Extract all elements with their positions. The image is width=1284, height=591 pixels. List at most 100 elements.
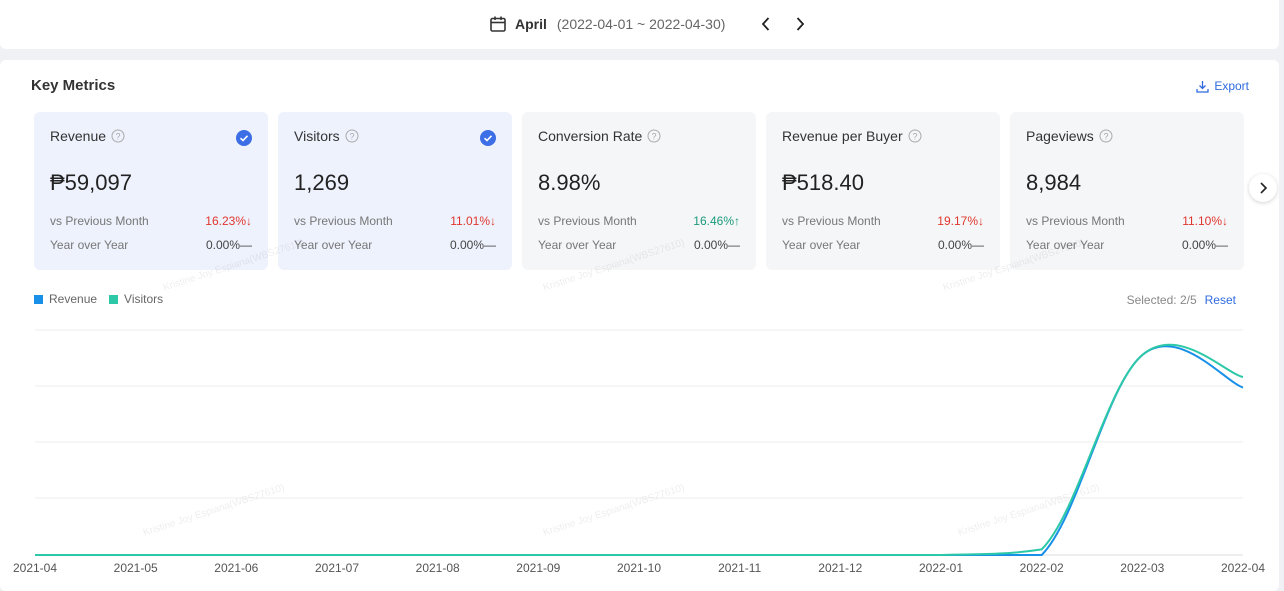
date-picker[interactable]: April (2022-04-01 ~ 2022-04-30) — [489, 13, 725, 35]
previous-month-button[interactable] — [755, 13, 777, 35]
metric-name: Visitors — [294, 128, 340, 144]
metric-value: 8.98% — [538, 170, 601, 195]
metric-name: Conversion Rate — [538, 128, 643, 144]
arrow-down-icon: ↓ — [978, 214, 984, 228]
yoy-value: 0.00%— — [449, 238, 496, 252]
export-button[interactable]: Export — [1196, 79, 1249, 93]
metric-card-visitors[interactable]: Visitors ? 1,269 vs Previous Month 11.01… — [278, 112, 512, 270]
metric-value: 1,269 — [294, 170, 350, 195]
yoy-label: Year over Year — [294, 238, 373, 252]
chevron-left-icon — [761, 17, 770, 31]
selected-count: Selected: 2/5 Reset — [1127, 293, 1236, 307]
checkmark-icon — [236, 130, 252, 151]
vs-previous-label: vs Previous Month — [538, 214, 637, 228]
chart-legend: Revenue Visitors — [34, 292, 175, 306]
arrow-down-icon: ↓ — [490, 214, 496, 228]
x-tick-label: 2022-02 — [1020, 561, 1064, 575]
help-icon[interactable]: ? — [111, 129, 125, 143]
dash-icon: — — [240, 238, 252, 252]
metric-card-revenue-per-buyer[interactable]: Revenue per Buyer ? ₱518.40 vs Previous … — [766, 112, 1000, 270]
metric-value: ₱518.40 — [782, 170, 864, 195]
legend-item-revenue[interactable]: Revenue — [34, 292, 97, 306]
vs-previous-value: 16.23%↓ — [205, 214, 252, 228]
help-icon[interactable]: ? — [647, 129, 661, 143]
vs-previous-label: vs Previous Month — [50, 214, 149, 228]
x-tick-label: 2022-04 — [1221, 561, 1265, 575]
metric-name: Pageviews — [1026, 128, 1094, 144]
key-metrics-panel: Key Metrics Export Revenue ? ₱59,097 vs … — [0, 60, 1279, 591]
yoy-value: 0.00%— — [693, 238, 740, 252]
series-line-visitors — [35, 343, 1244, 556]
arrow-down-icon: ↓ — [1222, 214, 1228, 228]
selected-label: Selected: — [1126, 293, 1177, 307]
metric-value: 8,984 — [1026, 170, 1082, 195]
vs-previous-label: vs Previous Month — [294, 214, 393, 228]
help-icon[interactable]: ? — [345, 129, 359, 143]
selected-value: 2/5 — [1179, 293, 1197, 307]
vs-previous-label: vs Previous Month — [782, 214, 881, 228]
legend-swatch — [109, 294, 119, 304]
dash-icon: — — [728, 238, 740, 252]
yoy-value: 0.00%— — [205, 238, 252, 252]
vs-previous-value: 11.01%↓ — [450, 214, 496, 228]
next-month-button[interactable] — [789, 13, 811, 35]
help-icon[interactable]: ? — [1099, 129, 1113, 143]
x-tick-label: 2021-04 — [13, 561, 57, 575]
yoy-value: 0.00%— — [937, 238, 984, 252]
checkmark-icon — [480, 130, 496, 151]
arrow-down-icon: ↓ — [246, 214, 252, 228]
svg-text:?: ? — [349, 132, 354, 142]
metric-card-pageviews[interactable]: Pageviews ? 8,984 vs Previous Month 11.1… — [1010, 112, 1244, 270]
dash-icon: — — [972, 238, 984, 252]
svg-text:?: ? — [912, 132, 917, 142]
x-tick-label: 2021-06 — [214, 561, 258, 575]
x-tick-label: 2021-05 — [114, 561, 158, 575]
dash-icon: — — [484, 238, 496, 252]
next-cards-button[interactable] — [1249, 174, 1277, 202]
export-label: Export — [1214, 79, 1249, 93]
trend-chart: 2021-04 2021-05 2021-06 2021-07 2021-08 2021-… — [13, 329, 1265, 575]
x-tick-label: 2021-12 — [818, 561, 862, 575]
help-icon[interactable]: ? — [908, 129, 922, 143]
yoy-label: Year over Year — [782, 238, 861, 252]
date-selector-bar: April (2022-04-01 ~ 2022-04-30) — [0, 0, 1279, 49]
x-tick-label: 2022-01 — [919, 561, 963, 575]
legend-item-visitors[interactable]: Visitors — [109, 292, 163, 306]
svg-text:?: ? — [116, 132, 121, 142]
yoy-label: Year over Year — [1026, 238, 1105, 252]
metric-name: Revenue — [50, 128, 107, 144]
chevron-right-icon — [796, 17, 805, 31]
date-range-label: (2022-04-01 ~ 2022-04-30) — [556, 16, 726, 32]
x-tick-label: 2021-11 — [718, 561, 761, 575]
svg-text:?: ? — [652, 132, 657, 142]
metric-value: ₱59,097 — [50, 170, 132, 195]
yoy-value: 0.00%— — [1181, 238, 1228, 252]
metric-card-conversion-rate[interactable]: Conversion Rate ? 8.98% vs Previous Mont… — [522, 112, 756, 270]
metric-card-revenue[interactable]: Revenue ? ₱59,097 vs Previous Month 16.2… — [34, 112, 268, 270]
yoy-label: Year over Year — [538, 238, 617, 252]
series-line-revenue — [35, 345, 1244, 556]
arrow-up-icon: ↑ — [734, 214, 740, 228]
x-tick-label: 2021-09 — [516, 561, 560, 575]
month-label: April — [515, 16, 547, 32]
vs-previous-value: 11.10%↓ — [1182, 214, 1228, 228]
legend-label: Revenue — [49, 292, 98, 306]
calendar-icon — [489, 15, 507, 33]
x-tick-label: 2022-03 — [1120, 561, 1164, 575]
x-tick-label: 2021-10 — [617, 561, 661, 575]
vs-previous-label: vs Previous Month — [1026, 214, 1125, 228]
legend-swatch — [34, 294, 43, 304]
dash-icon: — — [1216, 238, 1228, 252]
vs-previous-value: 16.46%↑ — [693, 214, 740, 228]
metric-name: Revenue per Buyer — [782, 128, 903, 144]
x-tick-label: 2021-07 — [315, 561, 359, 575]
vs-previous-value: 19.17%↓ — [937, 214, 984, 228]
chevron-right-icon — [1260, 182, 1268, 194]
svg-text:?: ? — [1103, 132, 1108, 142]
x-tick-label: 2021-08 — [416, 561, 460, 575]
panel-title: Key Metrics — [31, 77, 116, 94]
reset-link[interactable]: Reset — [1204, 293, 1236, 307]
download-icon — [1196, 80, 1209, 93]
yoy-label: Year over Year — [50, 238, 129, 252]
legend-label: Visitors — [124, 292, 164, 306]
